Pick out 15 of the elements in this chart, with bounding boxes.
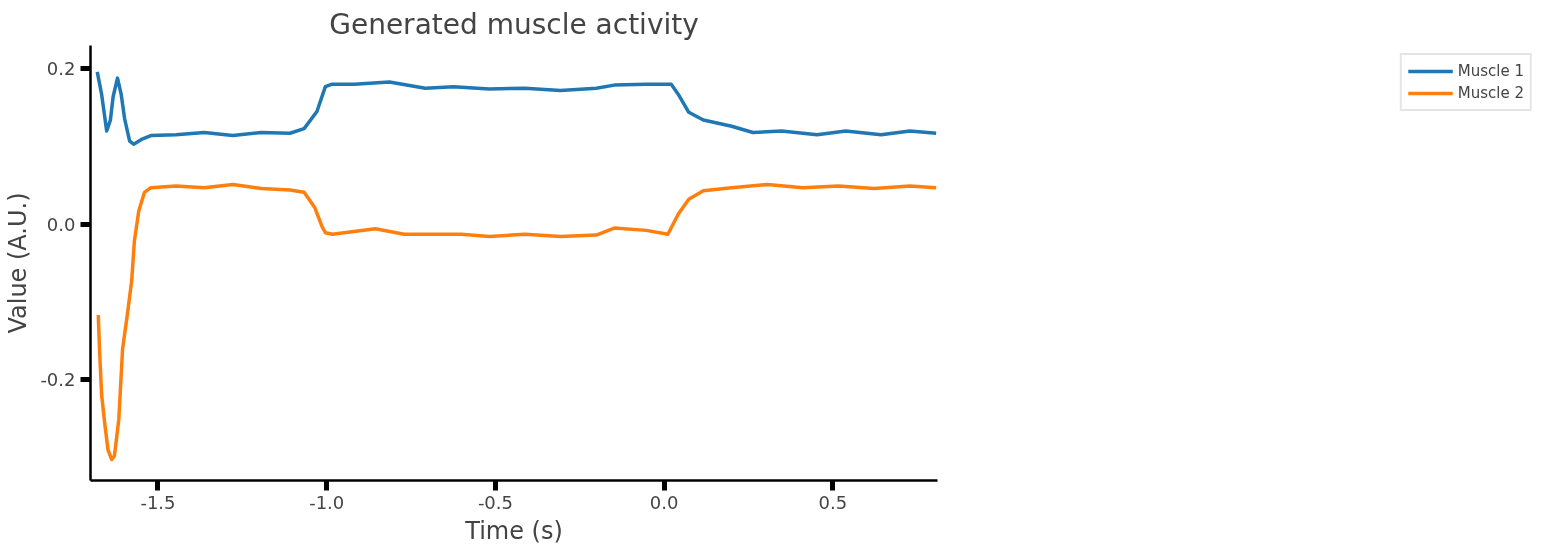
x-axis-title: Time (s) [464,516,563,545]
x-tick-label: 0.0 [649,491,679,513]
legend-label: Muscle 2 [1457,84,1524,102]
x-tick-label: 0.5 [818,491,848,513]
line-series [95,70,938,146]
y-axis-title: Value (A.U.) [4,192,33,334]
x-tick-label: -1.0 [309,491,345,513]
chart-title: Generated muscle activity [329,7,699,41]
x-tick-label: -0.5 [477,491,513,513]
line-series [96,182,938,462]
y-tick-label: -0.2 [40,369,76,391]
y-tick-label: 0.0 [46,213,76,235]
y-tick-label: 0.2 [46,58,76,80]
legend-label: Muscle 1 [1457,62,1524,80]
x-tick-label: -1.5 [140,491,176,513]
